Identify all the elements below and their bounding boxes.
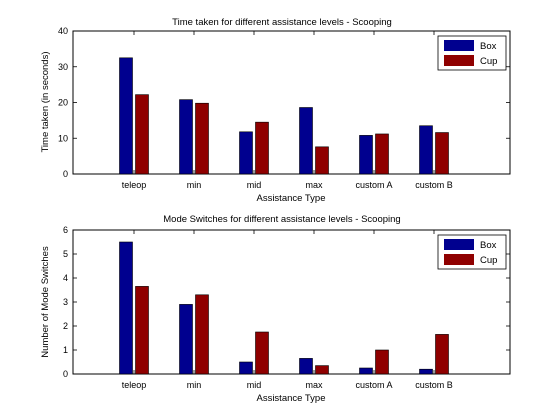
bar-cup-max [315, 365, 329, 375]
x-tick-label: custom B [415, 180, 453, 190]
legend-swatch-cup [444, 55, 474, 66]
y-tick-label: 30 [58, 62, 68, 72]
chart-mode-switches: Mode Switches for different assistance l… [40, 214, 511, 404]
legend-label-cup: Cup [480, 255, 497, 266]
bar-cup-min [195, 294, 209, 375]
x-axis-label: Assistance Type [256, 193, 325, 204]
x-tick-label: max [305, 380, 323, 390]
bar-cup-mid [255, 331, 269, 375]
y-tick-label: 1 [63, 345, 68, 355]
bar-box-max [299, 358, 313, 375]
x-tick-label: custom B [415, 380, 453, 390]
legend-swatch-box [444, 40, 474, 51]
bar-box-teleop [119, 57, 133, 175]
bar-box-mid [239, 131, 253, 175]
x-tick-label: teleop [122, 180, 147, 190]
legend-swatch-box [444, 239, 474, 250]
bar-cup-custom-a [375, 133, 389, 175]
x-tick-label: max [305, 180, 323, 190]
legend-swatch-cup [444, 254, 474, 265]
y-axis-label: Number of Mode Switches [40, 246, 51, 358]
legend-label-box: Box [480, 41, 497, 52]
chart-time-taken: Time taken for different assistance leve… [40, 17, 511, 204]
legend: Box Cup [437, 234, 507, 270]
bar-cup-custom-b [435, 334, 449, 375]
bar-cup-custom-b [435, 132, 449, 175]
bar-box-custom-b [419, 125, 433, 175]
y-tick-label: 20 [58, 98, 68, 108]
x-tick-label: mid [247, 180, 262, 190]
bar-box-mid [239, 361, 253, 375]
bar-cup-teleop [135, 286, 149, 375]
bar-box-custom-b [419, 368, 433, 375]
bar-cup-custom-a [375, 349, 389, 375]
bar-box-min [179, 99, 193, 175]
bar-box-custom-a [359, 367, 373, 375]
bar-cup-max [315, 146, 329, 175]
bar-cup-min [195, 102, 209, 175]
bar-cup-teleop [135, 94, 149, 175]
bar-box-custom-a [359, 135, 373, 175]
y-tick-label: 2 [63, 321, 68, 331]
x-tick-label: mid [247, 380, 262, 390]
y-tick-label: 3 [63, 297, 68, 307]
chart-title: Time taken for different assistance leve… [172, 17, 392, 28]
legend-label-cup: Cup [480, 56, 497, 67]
x-tick-label: custom A [355, 180, 392, 190]
bar-box-max [299, 107, 313, 175]
bar-box-teleop [119, 241, 133, 375]
legend: Box Cup [437, 35, 507, 71]
bar-box-min [179, 304, 193, 375]
y-tick-label: 4 [63, 273, 68, 283]
x-tick-label: custom A [355, 380, 392, 390]
y-tick-label: 5 [63, 249, 68, 259]
chart-title: Mode Switches for different assistance l… [163, 214, 400, 225]
x-axis-label: Assistance Type [256, 393, 325, 404]
x-tick-label: teleop [122, 380, 147, 390]
bar-cup-mid [255, 121, 269, 175]
y-tick-label: 10 [58, 133, 68, 143]
y-axis-label: Time taken (in seconds) [40, 51, 51, 152]
y-tick-label: 40 [58, 26, 68, 36]
legend-label-box: Box [480, 240, 497, 251]
y-tick-label: 6 [63, 225, 68, 235]
x-tick-label: min [187, 380, 202, 390]
y-tick-label: 0 [63, 369, 68, 379]
x-tick-label: min [187, 180, 202, 190]
y-tick-label: 0 [63, 169, 68, 179]
